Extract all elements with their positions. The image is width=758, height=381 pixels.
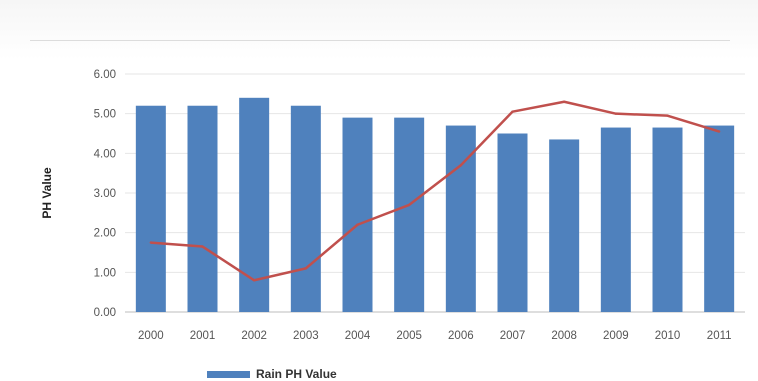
legend-label-rain-ph: Rain PH Value [256, 367, 337, 381]
legend: Rain PH Value [207, 367, 337, 381]
x-tick-label: 2005 [396, 330, 422, 342]
x-tick-label: 2009 [603, 330, 629, 342]
line-point-2008 [562, 100, 566, 103]
y-tick-label: 0.00 [94, 307, 116, 319]
bar-2010 [652, 127, 683, 312]
legend-swatch-rain-ph [207, 371, 250, 378]
gridlines [125, 73, 745, 313]
line-point-2001 [201, 245, 204, 248]
line-point-2002 [252, 279, 256, 282]
x-tick-label: 2002 [241, 330, 267, 342]
bar-2001 [187, 105, 218, 312]
trend-line [150, 100, 720, 282]
bar-2005 [394, 117, 425, 312]
bar-2003 [290, 105, 321, 312]
line-point-2005 [407, 203, 411, 207]
bar-2009 [600, 127, 631, 312]
line-point-2003 [304, 267, 308, 270]
line-point-2010 [666, 114, 669, 117]
y-tick-label: 4.00 [94, 148, 116, 160]
y-tick-label: 3.00 [94, 188, 116, 200]
line-series [149, 100, 721, 282]
x-axis-ticks: 2000 2001 2002 2003 2004 2005 2006 2007 2008 2009… [138, 330, 731, 342]
line-point-2006 [459, 164, 463, 167]
bar-2008 [549, 139, 580, 312]
y-axis-ticks: 0.00 1.00 2.00 3.00 4.00 5.00 6.00 [94, 69, 116, 319]
y-tick-label: 6.00 [94, 69, 116, 81]
x-tick-label: 2003 [293, 330, 319, 342]
y-tick-label: 5.00 [94, 109, 116, 121]
bar-2004 [342, 117, 373, 312]
x-tick-label: 2007 [500, 330, 526, 342]
bar-2002 [239, 97, 270, 312]
x-tick-label: 2008 [551, 330, 577, 342]
x-tick-label: 2011 [707, 330, 732, 342]
line-point-2007 [511, 110, 514, 113]
bar-2007 [497, 133, 528, 312]
x-tick-label: 2001 [190, 330, 216, 342]
bar-2011 [704, 125, 735, 312]
line-point-2011 [717, 130, 721, 133]
y-tick-label: 2.00 [94, 228, 116, 240]
top-divider [30, 40, 730, 41]
y-tick-label: 1.00 [94, 267, 116, 279]
line-point-2009 [614, 112, 618, 115]
bar-series [135, 97, 735, 312]
x-tick-label: 2006 [448, 330, 474, 342]
x-tick-label: 2010 [655, 330, 681, 342]
y-axis-label: PH Value [40, 167, 54, 219]
bar-2000 [135, 105, 166, 312]
line-point-2000 [149, 241, 153, 244]
x-tick-label: 2000 [138, 330, 164, 342]
line-point-2004 [356, 223, 359, 226]
x-tick-label: 2004 [345, 330, 371, 342]
